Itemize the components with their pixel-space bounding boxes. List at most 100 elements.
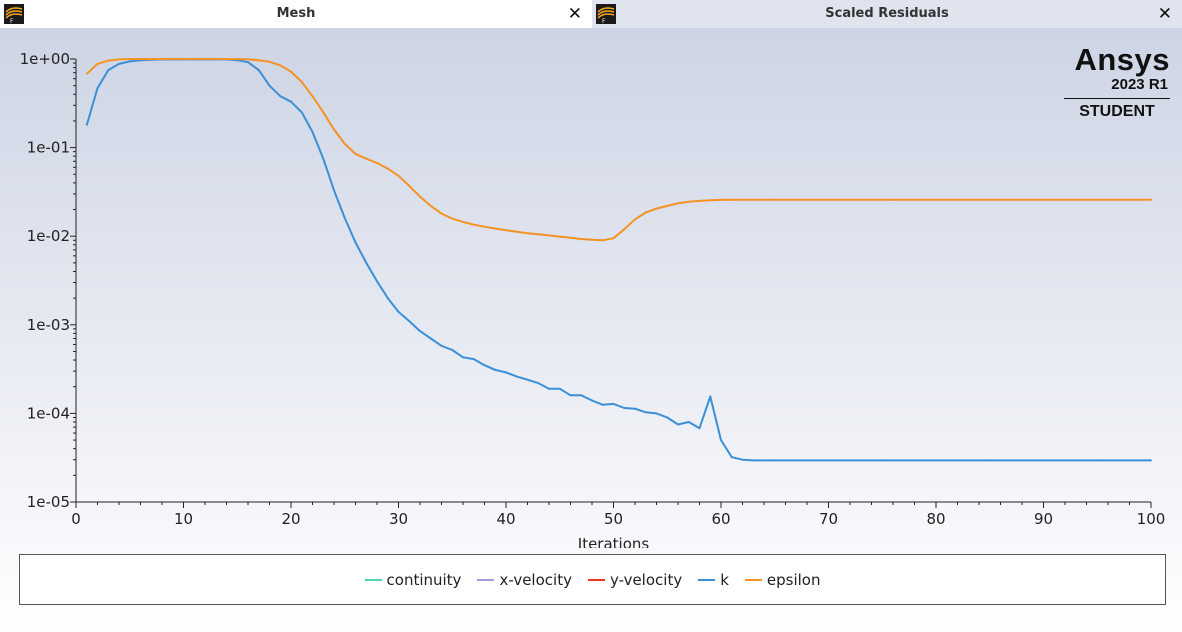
data-point-epsilon bbox=[709, 199, 712, 202]
data-point-k bbox=[354, 241, 357, 244]
data-point-k bbox=[1150, 459, 1152, 462]
y-tick-label: 1e-02 bbox=[27, 227, 70, 245]
data-point-k bbox=[773, 459, 776, 462]
data-point-epsilon bbox=[96, 63, 99, 65]
data-point-epsilon bbox=[182, 58, 185, 60]
data-point-k bbox=[1042, 459, 1045, 462]
legend-swatch bbox=[364, 578, 382, 581]
plot-area[interactable]: 0 10 20 30 40 50 60 70 80 90 100 1e+00 1e-01 1e-02 1e-… bbox=[0, 28, 1182, 632]
data-point-epsilon bbox=[257, 59, 260, 62]
y-tick-label: 1e-03 bbox=[27, 316, 70, 334]
data-point-epsilon bbox=[429, 204, 432, 207]
data-point-epsilon bbox=[644, 211, 647, 214]
data-point-k bbox=[386, 297, 389, 300]
data-point-epsilon bbox=[515, 230, 518, 233]
chart-legend: continuity x-velocity y-velocity k epsil… bbox=[19, 554, 1166, 605]
data-point-k bbox=[548, 387, 550, 390]
logo-name: Ansys bbox=[1074, 42, 1170, 77]
tab-title: Mesh bbox=[276, 6, 316, 21]
data-point-epsilon bbox=[558, 235, 561, 238]
data-point-epsilon bbox=[247, 58, 249, 61]
data-point-k bbox=[376, 280, 378, 283]
data-point-k bbox=[107, 69, 110, 71]
legend-label: x-velocity bbox=[499, 570, 572, 589]
legend-item-y-velocity[interactable]: y-velocity bbox=[587, 570, 683, 589]
logo-edition: STUDENT bbox=[1079, 103, 1155, 120]
data-point-epsilon bbox=[1150, 198, 1152, 201]
data-point-epsilon bbox=[408, 184, 411, 187]
data-point-epsilon bbox=[107, 59, 110, 62]
fluent-app-icon: F bbox=[596, 4, 616, 24]
residuals-chart[interactable]: 0 10 20 30 40 50 60 70 80 90 100 1e+00 1e-01 1e-02 1e-… bbox=[0, 28, 1182, 548]
data-point-k bbox=[569, 394, 572, 397]
data-point-k bbox=[741, 458, 744, 461]
data-point-k bbox=[623, 407, 626, 409]
close-icon[interactable]: ✕ bbox=[1157, 4, 1172, 24]
data-point-k bbox=[644, 411, 647, 414]
y-tick-label: 1e-04 bbox=[27, 404, 70, 422]
data-point-k bbox=[343, 217, 346, 220]
tab-mesh[interactable]: F Mesh ✕ bbox=[0, 0, 592, 28]
data-point-epsilon bbox=[623, 228, 626, 231]
data-point-epsilon bbox=[655, 207, 658, 210]
tab-scaled-residuals[interactable]: F Scaled Residuals ✕ bbox=[592, 0, 1182, 28]
legend-swatch bbox=[477, 578, 495, 581]
legend-swatch bbox=[698, 578, 716, 581]
data-point-epsilon bbox=[612, 237, 615, 240]
legend-item-epsilon[interactable]: epsilon bbox=[744, 571, 820, 589]
data-point-epsilon bbox=[666, 204, 669, 207]
data-point-k bbox=[300, 111, 303, 114]
data-point-k bbox=[687, 421, 690, 423]
data-point-k bbox=[827, 459, 830, 462]
data-point-epsilon bbox=[311, 95, 314, 98]
data-point-epsilon bbox=[139, 58, 142, 60]
data-point-k bbox=[763, 459, 765, 462]
data-point-k bbox=[494, 368, 497, 371]
data-point-epsilon bbox=[601, 239, 604, 242]
data-point-epsilon bbox=[741, 198, 744, 201]
data-point-epsilon bbox=[526, 232, 529, 235]
legend-label: k bbox=[720, 570, 729, 589]
x-tick-label: 70 bbox=[819, 510, 838, 528]
data-point-k bbox=[634, 407, 636, 410]
data-point-k bbox=[483, 364, 486, 367]
data-point-k bbox=[580, 394, 583, 397]
legend-label: y-velocity bbox=[609, 570, 683, 589]
x-tick-label: 30 bbox=[389, 510, 408, 528]
x-tick-label: 50 bbox=[604, 510, 623, 528]
data-point-epsilon bbox=[354, 152, 357, 155]
data-point-epsilon bbox=[773, 198, 776, 201]
data-point-k bbox=[419, 330, 421, 332]
data-point-epsilon bbox=[128, 58, 131, 60]
data-point-k bbox=[247, 61, 249, 64]
data-point-epsilon bbox=[827, 198, 830, 201]
legend-item-k[interactable]: k bbox=[698, 571, 729, 589]
data-point-k bbox=[397, 310, 400, 313]
data-point-k bbox=[462, 356, 464, 359]
data-point-epsilon bbox=[537, 233, 540, 236]
data-point-k bbox=[537, 382, 540, 384]
data-point-epsilon bbox=[440, 212, 443, 215]
tab-title: Scaled Residuals bbox=[825, 6, 949, 21]
data-point-k bbox=[709, 395, 712, 398]
data-point-epsilon bbox=[150, 58, 153, 60]
data-point-epsilon bbox=[397, 174, 400, 177]
data-point-epsilon bbox=[193, 58, 196, 60]
data-point-epsilon bbox=[118, 58, 120, 61]
x-tick-label: 40 bbox=[496, 510, 515, 528]
y-tick-label: 1e+00 bbox=[20, 50, 70, 68]
data-point-epsilon bbox=[548, 234, 550, 237]
data-point-epsilon bbox=[214, 58, 217, 60]
close-icon[interactable]: ✕ bbox=[567, 4, 582, 24]
legend-item-continuity[interactable]: continuity bbox=[364, 571, 461, 589]
data-point-k bbox=[311, 131, 314, 133]
data-point-k bbox=[85, 124, 88, 126]
data-point-k bbox=[677, 423, 679, 426]
data-point-epsilon bbox=[279, 64, 282, 67]
data-point-k bbox=[515, 375, 518, 378]
data-point-k bbox=[365, 261, 368, 264]
data-point-epsilon bbox=[483, 225, 486, 228]
legend-item-x-velocity[interactable]: x-velocity bbox=[477, 571, 572, 589]
data-point-epsilon bbox=[1042, 198, 1045, 201]
data-point-k bbox=[440, 344, 443, 347]
